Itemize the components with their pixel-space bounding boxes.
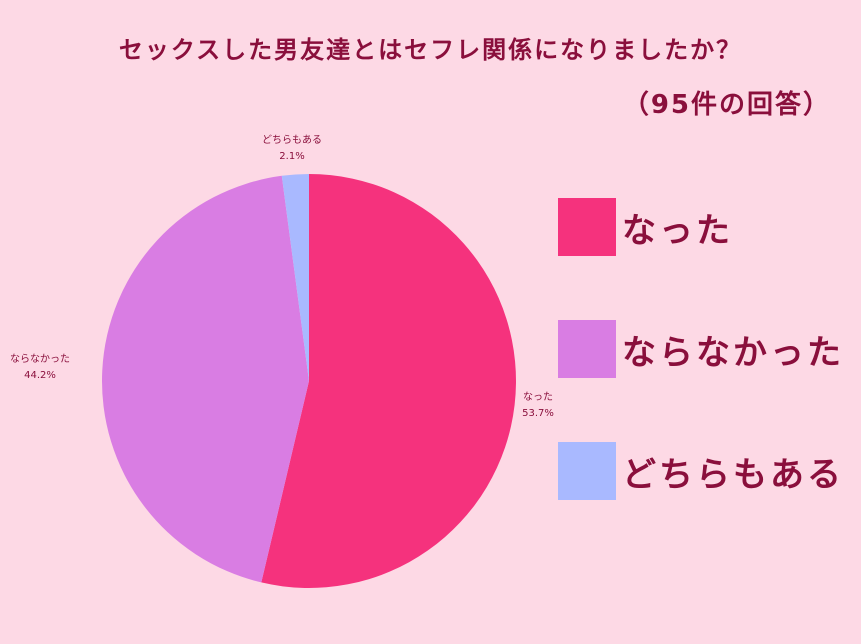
legend-label: なった	[622, 210, 733, 251]
pie-slice	[281, 174, 309, 381]
pie-slice	[261, 174, 516, 588]
legend-label: ならなかった	[622, 332, 844, 373]
chart-title: セックスした男友達とはセフレ関係になりましたか？	[118, 36, 743, 64]
legend-item-natta: なった	[558, 197, 733, 257]
slice-percent-label: 2.1%	[279, 151, 304, 162]
legend-swatch	[558, 198, 616, 256]
legend-label: どちらもある	[622, 454, 844, 495]
slice-label: なった	[523, 391, 553, 403]
legend-swatch	[558, 320, 616, 378]
legend-item-dochiramoaru: どちらもある	[558, 441, 844, 501]
chart-subtitle: （95件の回答）	[622, 90, 831, 120]
slice-percent-label: 44.2%	[24, 370, 56, 381]
legend-swatch	[558, 442, 616, 500]
slice-percent-label: 53.7%	[522, 408, 554, 419]
slice-label: ならなかった	[10, 353, 70, 365]
slice-label: どちらもある	[262, 134, 322, 146]
pie-slice	[101, 175, 309, 583]
legend-item-naranakatta: ならなかった	[558, 319, 844, 379]
